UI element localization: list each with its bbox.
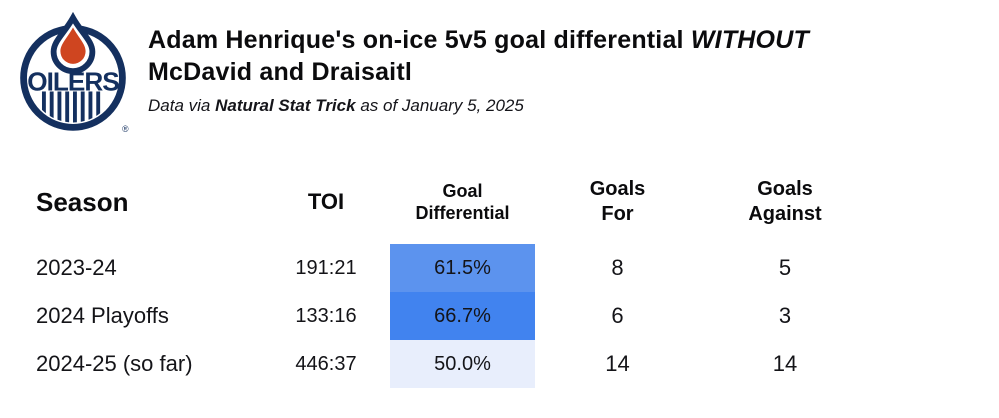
season-cell: 2024 Playoffs xyxy=(36,303,169,328)
season-cell: 2024-25 (so far) xyxy=(36,351,193,376)
title-line2: McDavid and Draisaitl xyxy=(148,58,413,86)
goal-differential-cell: 61.5% xyxy=(390,244,535,292)
goals-against-cell: 3 xyxy=(778,303,792,328)
column-header-goals-for: Goals For xyxy=(589,178,646,225)
title-regular: Adam Henrique's on-ice 5v5 goal differen… xyxy=(148,26,684,54)
toi-cell: 446:37 xyxy=(295,352,357,375)
goal-differential-cell: 50.0% xyxy=(390,340,535,388)
season-cell: 2023-24 xyxy=(36,255,117,280)
column-header-goals-against: Goals Against xyxy=(748,178,822,225)
drip-stripes xyxy=(41,91,101,123)
column-header-toi: TOI xyxy=(307,189,345,215)
page-title: Adam Henrique's on-ice 5v5 goal differen… xyxy=(148,24,809,88)
goals-against-cell: 14 xyxy=(772,351,798,376)
goals-for-cell: 14 xyxy=(605,351,630,376)
subtitle-prefix: Data via xyxy=(148,96,211,115)
toi-cell: 133:16 xyxy=(295,304,357,327)
oil-drop-icon xyxy=(60,27,86,64)
toi-cell: 191:21 xyxy=(295,256,357,279)
registered-mark: ® xyxy=(122,124,129,134)
stats-table: Season TOI Goal Differential Goals For G… xyxy=(36,160,870,388)
data-source-note: Data via Natural Stat Trick as of Januar… xyxy=(148,96,809,116)
oilers-logo: OILERS ® xyxy=(20,12,129,134)
column-header-season: Season xyxy=(36,186,129,217)
subtitle-suffix: as of January 5, 2025 xyxy=(360,96,524,115)
goals-against-cell: 5 xyxy=(778,255,792,280)
title-italic: WITHOUT xyxy=(690,26,809,54)
column-header-goal-differential: Goal Differential xyxy=(415,180,510,224)
source-name: Natural Stat Trick xyxy=(215,96,356,115)
goals-for-cell: 6 xyxy=(611,303,624,328)
header: OILERS ® Adam Henrique's on-ice 5v5 goal… xyxy=(0,0,999,138)
title-block: Adam Henrique's on-ice 5v5 goal differen… xyxy=(148,12,809,116)
goal-differential-cell: 66.7% xyxy=(390,292,535,340)
logo-text: OILERS xyxy=(27,67,119,97)
goals-for-cell: 8 xyxy=(611,255,624,280)
